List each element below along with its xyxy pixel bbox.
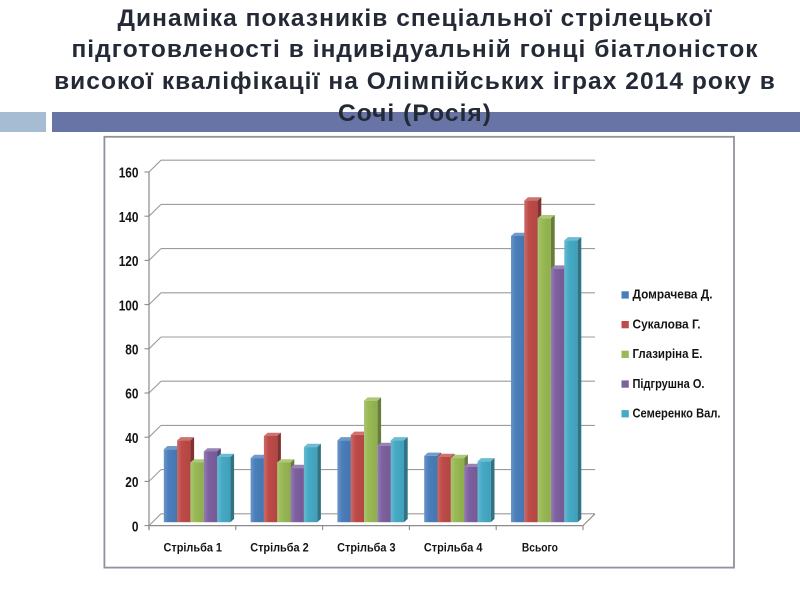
svg-text:Всього: Всього	[522, 541, 558, 554]
svg-text:Стрільба 1: Стрільба 1	[164, 541, 223, 554]
svg-text:Стрільба 2: Стрільба 2	[250, 541, 309, 554]
svg-text:Домрачева Д.: Домрачева Д.	[633, 287, 713, 302]
svg-text:160: 160	[119, 166, 139, 182]
svg-text:Сукалова Г.: Сукалова Г.	[633, 316, 701, 331]
svg-text:Підгрушна О.: Підгрушна О.	[633, 376, 705, 391]
svg-text:Стрільба 3: Стрільба 3	[337, 541, 396, 554]
svg-text:0: 0	[132, 519, 139, 535]
svg-text:Семеренко Вал.: Семеренко Вал.	[633, 406, 721, 421]
svg-text:100: 100	[119, 298, 139, 314]
svg-text:40: 40	[125, 431, 138, 447]
svg-text:140: 140	[119, 210, 139, 226]
svg-text:Глазиріна Е.: Глазиріна Е.	[633, 346, 703, 361]
svg-text:20: 20	[125, 475, 138, 491]
svg-text:60: 60	[125, 387, 138, 403]
svg-text:80: 80	[125, 343, 138, 359]
svg-text:120: 120	[119, 254, 139, 270]
svg-text:Стрільба 4: Стрільба 4	[424, 541, 483, 554]
